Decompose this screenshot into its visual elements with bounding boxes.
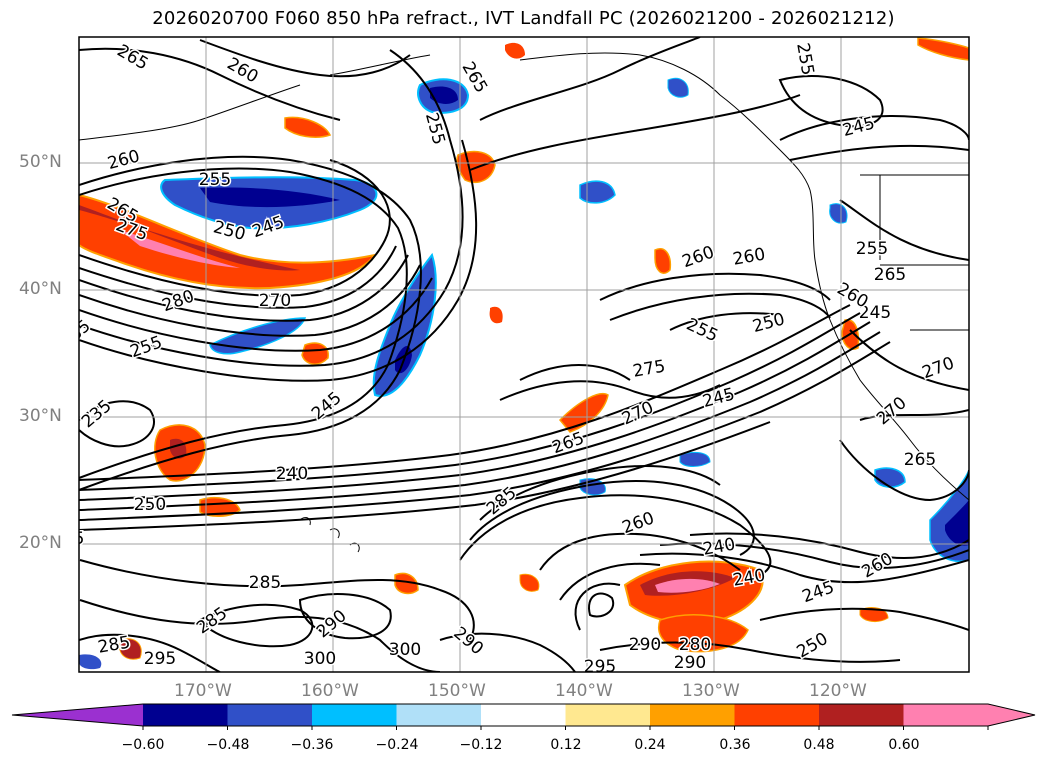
- lon-label-170w: 170°W: [174, 681, 232, 701]
- colorbar-extend-low: [12, 704, 143, 726]
- contour-label: 250: [134, 495, 166, 515]
- colorbar-segment: [481, 704, 566, 726]
- lat-label-30n: 30°N: [19, 406, 62, 426]
- contour-label: 5: [74, 529, 85, 549]
- lat-label-50n: 50°N: [19, 152, 62, 172]
- lat-label-40n: 40°N: [19, 279, 62, 299]
- contour-label: 240: [276, 464, 308, 484]
- colorbar-tick: 0.36: [719, 737, 751, 753]
- lon-label-120w: 120°W: [809, 681, 867, 701]
- contour-label: 265: [904, 450, 936, 470]
- colorbar: [11, 703, 1036, 730]
- colorbar-tick: 0.48: [803, 737, 835, 753]
- contour-label: 265: [874, 265, 906, 285]
- colorbar-extend-high: [988, 704, 1035, 726]
- graticule: [79, 37, 969, 672]
- contour-label: 270: [259, 291, 291, 311]
- refractivity-contours: [79, 37, 969, 672]
- coastlines: [79, 52, 969, 553]
- contour-label: 245: [859, 303, 891, 323]
- colorbar-tick: 0.60: [888, 737, 920, 753]
- colorbar-tick: −0.60: [121, 737, 165, 753]
- contour-label: 285: [249, 573, 281, 593]
- lon-label-130w: 130°W: [682, 681, 740, 701]
- map-title: 2026020700 F060 850 hPa refract., IVT La…: [152, 8, 895, 29]
- colorbar-tick: 0.24: [634, 737, 666, 753]
- contour-label: 280: [679, 635, 711, 655]
- contour-label: 290: [674, 653, 706, 673]
- contour-label: 300: [389, 640, 421, 660]
- colorbar-segment: [312, 704, 397, 726]
- lon-label-150w: 150°W: [428, 681, 486, 701]
- colorbar-tick: −0.36: [290, 737, 334, 753]
- contour-label: 295: [144, 649, 176, 669]
- map-frame: [78, 36, 970, 673]
- colorbar-tick: 0.12: [550, 737, 582, 753]
- lon-label-160w: 160°W: [301, 681, 359, 701]
- colorbar-segment: [819, 704, 904, 726]
- colorbar-segment: [143, 704, 228, 726]
- contour-label: 300: [304, 649, 336, 669]
- contour-label: 255: [856, 239, 888, 259]
- colorbar-segment: [565, 704, 651, 726]
- contour-label: 290: [629, 635, 661, 655]
- contour-label: 255: [199, 170, 231, 190]
- colorbar-tick: −0.48: [206, 737, 250, 753]
- colorbar-segment: [650, 704, 735, 726]
- colorbar-segment: [227, 704, 313, 726]
- colorbar-tick: −0.24: [375, 737, 419, 753]
- lat-label-20n: 20°N: [19, 533, 62, 553]
- colorbar-segment: [903, 704, 989, 726]
- lon-label-140w: 140°W: [555, 681, 613, 701]
- contour-label: 295: [584, 657, 616, 677]
- colorbar-tick: −0.12: [459, 737, 503, 753]
- colorbar-segment: [734, 704, 820, 726]
- colorbar-segment: [396, 704, 482, 726]
